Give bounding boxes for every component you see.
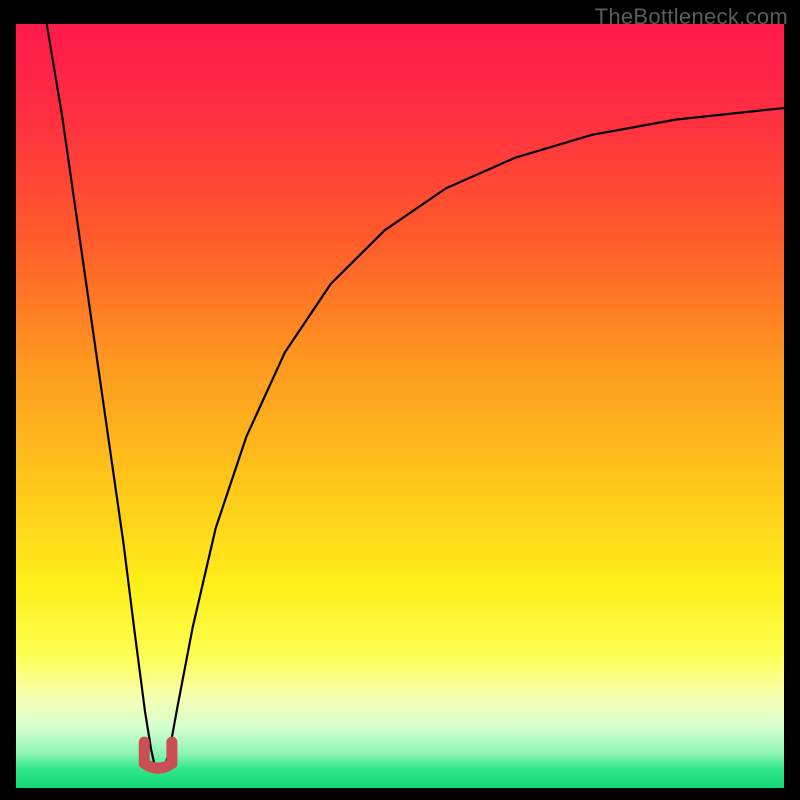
- watermark-text: TheBottleneck.com: [595, 4, 788, 30]
- chart-frame: TheBottleneck.com: [0, 0, 800, 800]
- bottleneck-chart: [0, 0, 800, 800]
- plot-background: [16, 24, 784, 788]
